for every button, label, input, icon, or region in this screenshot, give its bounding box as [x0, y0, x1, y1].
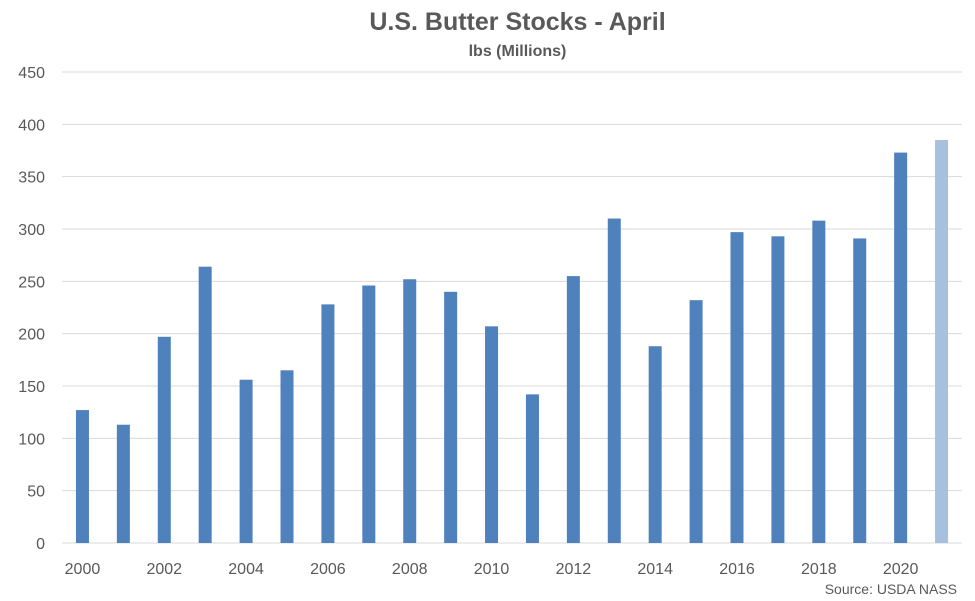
y-tick-label-300: 300	[18, 222, 45, 239]
x-tick-label-2012: 2012	[556, 561, 592, 578]
bar-2013	[607, 218, 621, 544]
bar-2012	[566, 276, 580, 543]
y-tick-label-400: 400	[18, 117, 45, 134]
x-tick-label-2004: 2004	[228, 561, 264, 578]
bar-2007	[362, 285, 376, 543]
bar-2006	[321, 304, 335, 543]
x-tick-label-2008: 2008	[392, 561, 428, 578]
y-tick-label-150: 150	[18, 379, 45, 396]
source-note: Source: USDA NASS	[824, 581, 957, 597]
y-tick-label-350: 350	[18, 170, 45, 187]
y-tick-label-100: 100	[18, 431, 45, 448]
bar-2021	[935, 140, 949, 544]
x-tick-label-2010: 2010	[474, 561, 510, 578]
x-tick-label-2020: 2020	[883, 561, 919, 578]
bar-2001	[116, 424, 130, 543]
bar-2014	[648, 346, 662, 543]
x-tick-label-2014: 2014	[637, 561, 673, 578]
bar-2011	[525, 394, 539, 543]
bar-2018	[812, 220, 826, 544]
bar-2008	[403, 279, 417, 543]
x-tick-label-2006: 2006	[310, 561, 346, 578]
bar-2019	[853, 238, 867, 544]
bar-2010	[485, 326, 499, 543]
bar-2017	[771, 236, 785, 543]
x-tick-label-2000: 2000	[65, 561, 101, 578]
bar-2000	[75, 410, 89, 543]
bar-2015	[689, 300, 703, 543]
bar-2003	[198, 266, 212, 543]
chart-title: U.S. Butter Stocks - April	[369, 8, 666, 36]
bar-2020	[894, 152, 908, 544]
y-tick-label-450: 450	[18, 65, 45, 82]
bar-2004	[239, 379, 253, 543]
x-tick-label-2016: 2016	[719, 561, 755, 578]
y-tick-label-50: 50	[27, 484, 45, 501]
bar-2005	[280, 370, 294, 543]
x-tick-label-2018: 2018	[801, 561, 837, 578]
x-tick-label-2002: 2002	[146, 561, 182, 578]
y-tick-label-200: 200	[18, 327, 45, 344]
y-tick-label-0: 0	[36, 536, 45, 553]
bar-2002	[157, 336, 171, 543]
bar-2016	[730, 232, 744, 543]
bar-2009	[444, 291, 458, 543]
y-tick-label-250: 250	[18, 274, 45, 291]
chart-subtitle: lbs (Millions)	[468, 43, 567, 60]
